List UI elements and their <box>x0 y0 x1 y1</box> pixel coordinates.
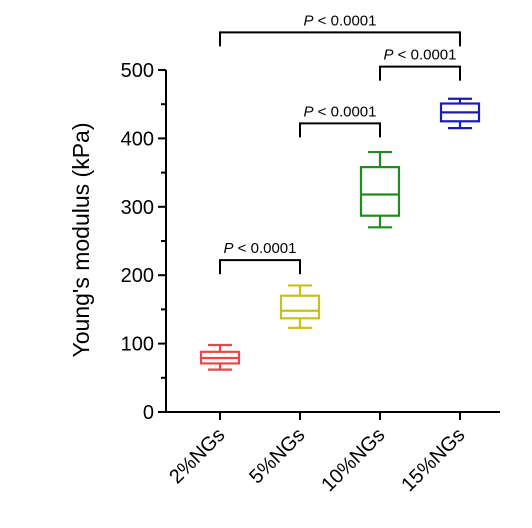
y-tick-label: 0 <box>143 402 154 424</box>
y-tick-label: 200 <box>121 265 154 287</box>
p-value-label: P < 0.0001 <box>304 12 377 29</box>
p-value-label: P < 0.0001 <box>224 240 297 257</box>
p-symbol: P <box>384 47 394 64</box>
axes: 0 100 200 300 400 500 2%NGs 5%NGs 10%NGs 15%NGs <box>121 60 500 496</box>
p-value-label: P < 0.0001 <box>384 47 457 64</box>
box-iqr <box>279 294 321 320</box>
bracket-line <box>299 122 381 138</box>
p-value: < 0.0001 <box>234 240 297 257</box>
x-tick-label: 2%NGs <box>165 424 229 488</box>
box-15pctngs <box>439 97 481 130</box>
x-tick-label: 10%NGs <box>317 424 389 496</box>
p-value: < 0.0001 <box>314 103 377 120</box>
p-symbol: P <box>304 12 314 29</box>
bracket-line <box>219 259 301 275</box>
box-series <box>199 97 481 371</box>
x-tick-label: 15%NGs <box>397 424 469 496</box>
bracket-line <box>379 65 461 81</box>
box-10pctngs <box>359 150 401 229</box>
p-symbol: P <box>304 103 314 120</box>
y-tick-label: 500 <box>121 60 154 82</box>
bracket-line <box>219 31 461 47</box>
significance-bracket: P < 0.0001 <box>219 240 301 275</box>
p-value: < 0.0001 <box>394 47 457 64</box>
p-value: < 0.0001 <box>314 12 377 29</box>
x-tick-label: 5%NGs <box>245 424 309 488</box>
box-2pctngs <box>199 343 241 371</box>
box-5pctngs <box>279 284 321 329</box>
significance-bracket: P < 0.0001 <box>299 103 381 138</box>
y-tick-label: 100 <box>121 334 154 356</box>
p-symbol: P <box>224 240 234 257</box>
p-value-label: P < 0.0001 <box>304 103 377 120</box>
y-tick-label: 400 <box>121 128 154 150</box>
box-iqr <box>359 166 401 217</box>
significance-bracket: P < 0.0001 <box>379 47 461 81</box>
y-tick-label: 300 <box>121 197 154 219</box>
y-axis-title: Young's modulus (kPa) <box>68 123 94 358</box>
significance-bracket: P < 0.0001 <box>219 12 461 47</box>
